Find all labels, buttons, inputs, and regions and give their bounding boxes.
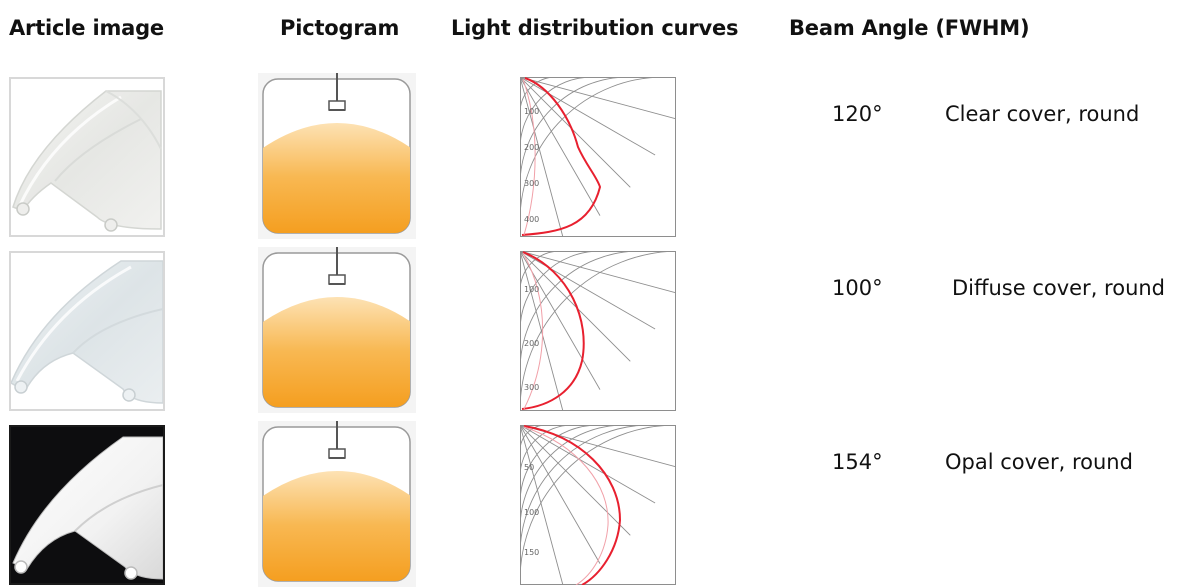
curve-tick: 300 <box>524 383 539 392</box>
light-distribution-curve: 50 100 150 <box>520 425 676 585</box>
header-light-distribution-curves: Light distribution curves <box>451 16 739 40</box>
article-image <box>9 425 165 585</box>
curve-tick: 200 <box>524 339 539 348</box>
article-image <box>9 77 165 237</box>
light-distribution-curve: 100 200 300 400 <box>520 77 676 237</box>
header-pictogram: Pictogram <box>280 16 400 40</box>
table-row: 100 200 300 400 120° Clear cover, round <box>0 73 1193 239</box>
article-image <box>9 251 165 411</box>
cover-description: Diffuse cover, round <box>952 276 1166 300</box>
beam-angle-value: 154° <box>832 450 883 474</box>
curve-tick: 50 <box>524 463 534 472</box>
light-distribution-curve: 100 200 300 <box>520 251 676 411</box>
curve-tick: 400 <box>524 215 539 224</box>
curve-tick: 200 <box>524 143 539 152</box>
pictogram-pendant-light <box>258 73 416 239</box>
header-beam-angle: Beam Angle (FWHM) <box>789 16 1030 40</box>
beam-angle-value: 120° <box>832 102 883 126</box>
beam-angle-value: 100° <box>832 276 883 300</box>
curve-tick: 100 <box>524 107 539 116</box>
curve-tick: 300 <box>524 179 539 188</box>
curve-tick: 150 <box>524 548 539 557</box>
pictogram-pendant-light <box>258 421 416 587</box>
header-article-image: Article image <box>9 16 164 40</box>
pictogram-pendant-light <box>258 247 416 413</box>
curve-tick: 100 <box>524 508 539 517</box>
cover-description: Clear cover, round <box>945 102 1140 126</box>
table-row: 50 100 150 154° Opal cover, round <box>0 421 1193 587</box>
table-row: 100 200 300 100° Diffuse cover, round <box>0 247 1193 413</box>
curve-tick: 100 <box>524 285 539 294</box>
cover-description: Opal cover, round <box>945 450 1133 474</box>
